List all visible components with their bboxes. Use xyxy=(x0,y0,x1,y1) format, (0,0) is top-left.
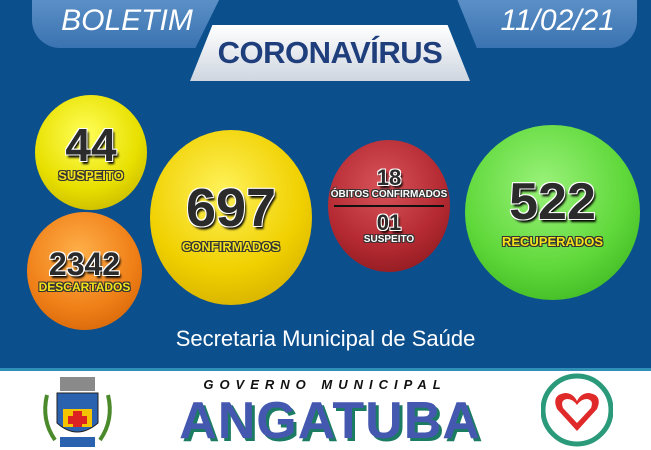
suspeito-circle: 44 SUSPEITO xyxy=(35,95,147,210)
secretaria-text: Secretaria Municipal de Saúde xyxy=(175,326,476,351)
date-label: 11/02/21 xyxy=(500,4,615,37)
suspeito-label: SUSPEITO xyxy=(58,168,124,183)
suspeito-value: 44 xyxy=(65,119,117,171)
santa-casa-seal-logo xyxy=(541,373,613,447)
boletim-label: BOLETIM xyxy=(61,4,193,37)
divider xyxy=(334,205,444,207)
boletim-banner: BOLETIM xyxy=(32,0,222,48)
date-banner: 11/02/21 xyxy=(455,0,637,48)
recuperados-circle: 522 RECUPERADOS xyxy=(465,125,640,300)
recuperados-value: 522 xyxy=(509,173,596,231)
obitos-suspeito-value: 01 xyxy=(376,210,402,235)
angatuba-crest-logo xyxy=(43,377,112,447)
governo-municipal-text: GOVERNO MUNICIPAL xyxy=(203,377,447,392)
descartados-circle: 2342 DESCARTADOS xyxy=(27,212,142,330)
confirmados-label: CONFIRMADOS xyxy=(181,239,281,254)
recuperados-label: RECUPERADOS xyxy=(501,234,604,249)
obitos-circle: 18 ÓBITOS CONFIRMADOS 01 SUSPEITO xyxy=(328,140,450,272)
obitos-suspeito-label: SUSPEITO xyxy=(363,234,415,245)
descartados-value: 2342 xyxy=(48,246,121,282)
title-banner: CORONAVÍRUS xyxy=(190,25,470,81)
angatuba-logo-text: ANGATUBA xyxy=(179,392,481,450)
confirmados-value: 697 xyxy=(185,178,277,238)
confirmados-circle: 697 CONFIRMADOS xyxy=(150,130,312,305)
title: CORONAVÍRUS xyxy=(217,35,443,70)
descartados-label: DESCARTADOS xyxy=(38,280,131,294)
obitos-label: ÓBITOS CONFIRMADOS xyxy=(330,189,448,200)
obitos-value: 18 xyxy=(376,165,402,190)
